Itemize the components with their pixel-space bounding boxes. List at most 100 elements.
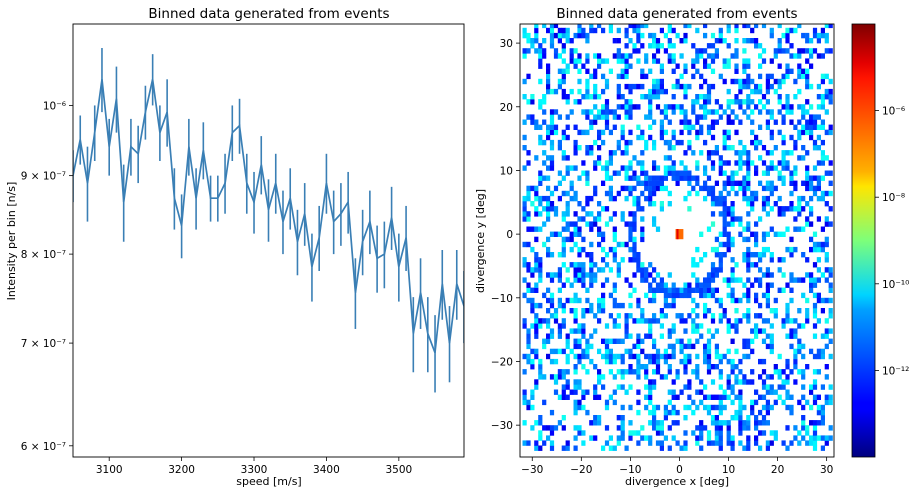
heatmap-cell [785, 68, 790, 74]
heatmap-cell [648, 99, 653, 105]
heatmap-cell [530, 272, 535, 278]
heatmap-cell [581, 206, 586, 212]
heatmap-cell [742, 257, 747, 263]
heatmap-cell [805, 109, 810, 115]
heatmap-cell [546, 83, 551, 90]
heatmap-cell [604, 404, 610, 411]
heatmap-cell [597, 394, 602, 400]
heatmap-cell [526, 160, 531, 166]
colorbar-tick-label: 10⁻¹² [882, 365, 909, 377]
heatmap-cell [730, 109, 735, 115]
x-tick-label: 0 [676, 464, 683, 476]
heatmap-cell [663, 313, 668, 319]
heatmap-cell [706, 129, 712, 136]
heatmap-cell [691, 150, 696, 156]
heatmap-cell [569, 195, 574, 202]
heatmap-cell [789, 236, 794, 243]
heatmap-cell [648, 379, 653, 385]
heatmap-cell [573, 313, 578, 319]
heatmap-cell [695, 119, 700, 125]
heatmap-cell [746, 155, 751, 161]
heatmap-cell [612, 287, 617, 293]
heatmap-cell [820, 160, 825, 166]
heatmap-cell [805, 124, 810, 130]
heatmap-cell [726, 43, 731, 49]
heatmap-cell [773, 389, 778, 395]
heatmap-cell [805, 150, 810, 156]
heatmap-cell [769, 32, 774, 39]
heatmap-cell [628, 104, 633, 110]
heatmap-cell [644, 374, 649, 380]
heatmap-cell [624, 165, 629, 171]
heatmap-cell [581, 353, 586, 360]
heatmap-cell [722, 420, 727, 426]
heatmap-cell [773, 308, 778, 314]
heatmap-cell [612, 231, 617, 237]
heatmap-cell [632, 318, 637, 324]
heatmap-cell [738, 155, 743, 161]
heatmap-cell [812, 241, 818, 248]
heatmap-cell [549, 297, 555, 304]
heatmap-cell [679, 318, 684, 324]
heatmap-cell [557, 328, 562, 334]
heatmap-cell [549, 190, 555, 197]
heatmap-cell [585, 68, 590, 74]
heatmap-cell [765, 109, 770, 115]
heatmap-cell [824, 73, 829, 80]
heatmap-cell [604, 252, 610, 258]
heatmap-cell [777, 38, 782, 44]
heatmap-cell [754, 24, 759, 29]
heatmap-cell [718, 404, 723, 411]
heatmap-cell [675, 139, 680, 146]
heatmap-cell [695, 114, 700, 120]
heatmap-cell [699, 150, 704, 156]
heatmap-cell [612, 257, 617, 263]
heatmap-cell [726, 440, 731, 446]
heatmap-cell [742, 175, 747, 181]
heatmap-cell [773, 119, 778, 125]
heatmap-cell [706, 404, 712, 411]
heatmap-cell [746, 267, 751, 273]
heatmap-cell [526, 267, 531, 273]
heatmap-cell [667, 343, 672, 350]
heatmap-cell [695, 58, 700, 64]
heatmap-cell [671, 94, 676, 100]
heatmap-cell [538, 364, 543, 370]
heatmap-cell [738, 104, 743, 110]
heatmap-cell [703, 170, 708, 176]
heatmap-cell [824, 129, 829, 136]
heatmap-cell [785, 374, 790, 380]
heatmap-cell [565, 68, 570, 74]
heatmap-cell [585, 180, 590, 186]
heatmap-cell [549, 109, 555, 115]
heatmap-cell [769, 282, 774, 288]
heatmap-cell [809, 195, 814, 202]
heatmap-cell [601, 308, 606, 314]
heatmap-cell [636, 343, 641, 350]
heatmap-cell [793, 246, 798, 253]
heatmap-cell [640, 180, 645, 186]
heatmap-cell [761, 430, 767, 436]
heatmap-cell [636, 195, 641, 202]
heatmap-cell [608, 358, 613, 365]
heatmap-cell [816, 404, 821, 411]
heatmap-cell [710, 190, 716, 197]
heatmap-cell [703, 104, 708, 110]
heatmap-cell [758, 358, 763, 365]
heatmap-cell [581, 323, 586, 329]
heatmap-cell [667, 165, 672, 171]
heatmap-cell [534, 195, 539, 202]
heatmap-cell [620, 73, 625, 80]
heatmap-cell [640, 160, 645, 166]
heatmap-cell [718, 409, 723, 416]
heatmap-cell [557, 302, 562, 309]
heatmap-cell [781, 139, 786, 146]
heatmap-cell [597, 231, 602, 237]
heatmap-cell [706, 353, 712, 360]
heatmap-cell [797, 63, 802, 69]
heatmap-cell [805, 201, 810, 207]
heatmap-cell [695, 27, 700, 34]
heatmap-cell [738, 389, 743, 395]
heatmap-cell [612, 353, 617, 360]
heatmap-cell [652, 58, 657, 64]
